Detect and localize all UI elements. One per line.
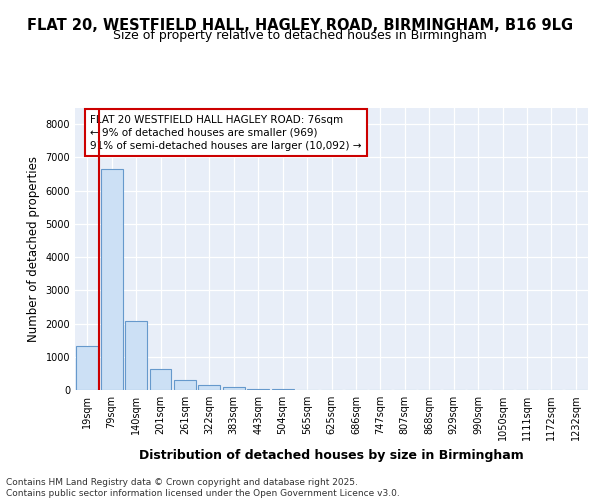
Text: Contains HM Land Registry data © Crown copyright and database right 2025.
Contai: Contains HM Land Registry data © Crown c… (6, 478, 400, 498)
X-axis label: Distribution of detached houses by size in Birmingham: Distribution of detached houses by size … (139, 448, 524, 462)
Y-axis label: Number of detached properties: Number of detached properties (27, 156, 40, 342)
Bar (149, 368, 172, 390)
Bar (199, 385, 220, 390)
Text: FLAT 20 WESTFIELD HALL HAGLEY ROAD: 76sqm
← 9% of detached houses are smaller (9: FLAT 20 WESTFIELD HALL HAGLEY ROAD: 76sq… (91, 114, 362, 151)
Bar (174, 380, 196, 390)
Bar (76, 346, 98, 390)
Bar (247, 388, 269, 390)
Text: FLAT 20, WESTFIELD HALL, HAGLEY ROAD, BIRMINGHAM, B16 9LG: FLAT 20, WESTFIELD HALL, HAGLEY ROAD, BI… (27, 18, 573, 32)
Text: Size of property relative to detached houses in Birmingham: Size of property relative to detached ho… (113, 29, 487, 42)
Bar (125, 320, 147, 390)
Bar (101, 169, 122, 390)
Bar (223, 388, 245, 390)
